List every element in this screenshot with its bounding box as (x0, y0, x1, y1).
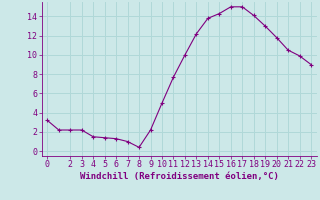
X-axis label: Windchill (Refroidissement éolien,°C): Windchill (Refroidissement éolien,°C) (80, 172, 279, 181)
